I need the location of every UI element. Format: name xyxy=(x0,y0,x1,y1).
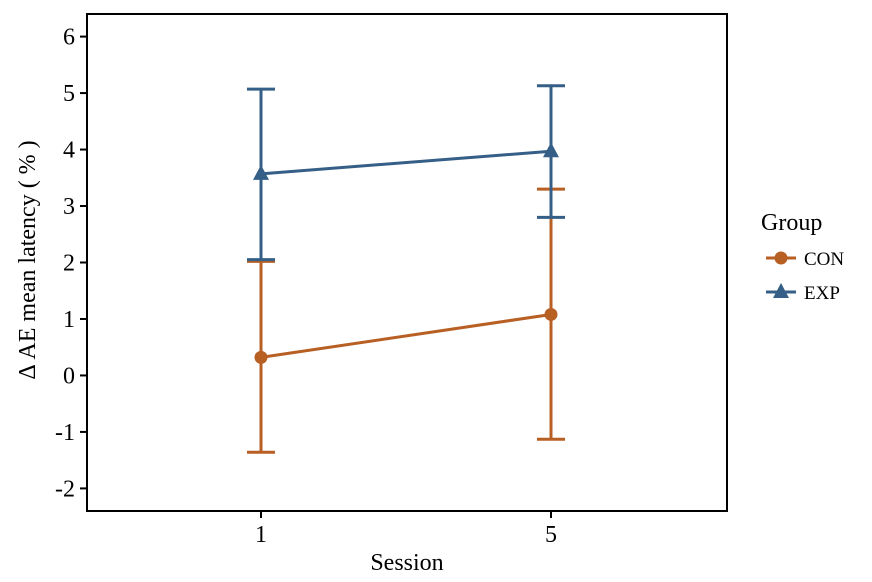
x-axis-title: Session xyxy=(370,550,443,576)
series-layer xyxy=(247,84,565,454)
data-point xyxy=(253,164,269,180)
data-point xyxy=(254,350,268,364)
x-tick-label: 1 xyxy=(255,522,267,548)
legend-label: CON xyxy=(804,249,844,270)
legend-swatch-marker xyxy=(773,283,789,298)
y-tick-label: 1 xyxy=(63,307,75,333)
legend-item-exp: EXP xyxy=(766,283,840,304)
x-tick-label: 5 xyxy=(545,522,557,548)
legend-label: EXP xyxy=(804,283,840,304)
y-tick-label: 6 xyxy=(63,25,75,51)
data-point xyxy=(544,307,558,321)
y-tick-label: 0 xyxy=(63,363,75,389)
y-tick-label: 3 xyxy=(63,194,75,220)
series-exp xyxy=(247,84,565,262)
legend: Group CON EXP xyxy=(761,210,844,304)
series-line xyxy=(260,149,552,176)
series-con xyxy=(247,187,565,454)
series-line xyxy=(260,312,552,359)
y-tick-label: 5 xyxy=(63,81,75,107)
y-tick-label: 2 xyxy=(63,251,75,277)
legend-swatch-marker xyxy=(774,251,788,265)
y-tick-label: -1 xyxy=(55,420,75,446)
y-tick-label: -2 xyxy=(55,476,75,502)
y-axis: -2 -1 0 1 2 3 4 5 6 xyxy=(55,25,87,502)
y-axis-title: Δ AE mean latency ( % ) xyxy=(15,140,41,379)
plot-panel xyxy=(86,13,728,512)
legend-item-con: CON xyxy=(766,249,844,270)
data-point xyxy=(543,142,559,158)
y-tick-label: 4 xyxy=(63,138,75,164)
legend-title: Group xyxy=(761,210,822,236)
